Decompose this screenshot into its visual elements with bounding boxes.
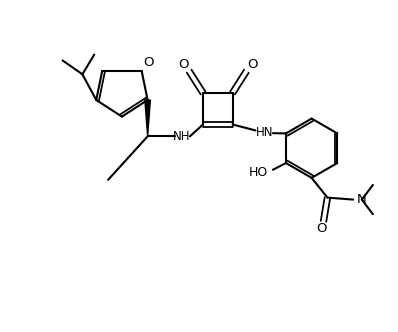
Text: O: O xyxy=(247,57,258,70)
Text: O: O xyxy=(316,222,327,235)
Text: HO: HO xyxy=(249,166,268,179)
Text: N: N xyxy=(356,193,366,206)
Text: O: O xyxy=(178,57,188,70)
Polygon shape xyxy=(145,100,150,136)
Text: NH: NH xyxy=(172,130,190,143)
Text: O: O xyxy=(144,56,154,69)
Text: HN: HN xyxy=(256,126,273,139)
